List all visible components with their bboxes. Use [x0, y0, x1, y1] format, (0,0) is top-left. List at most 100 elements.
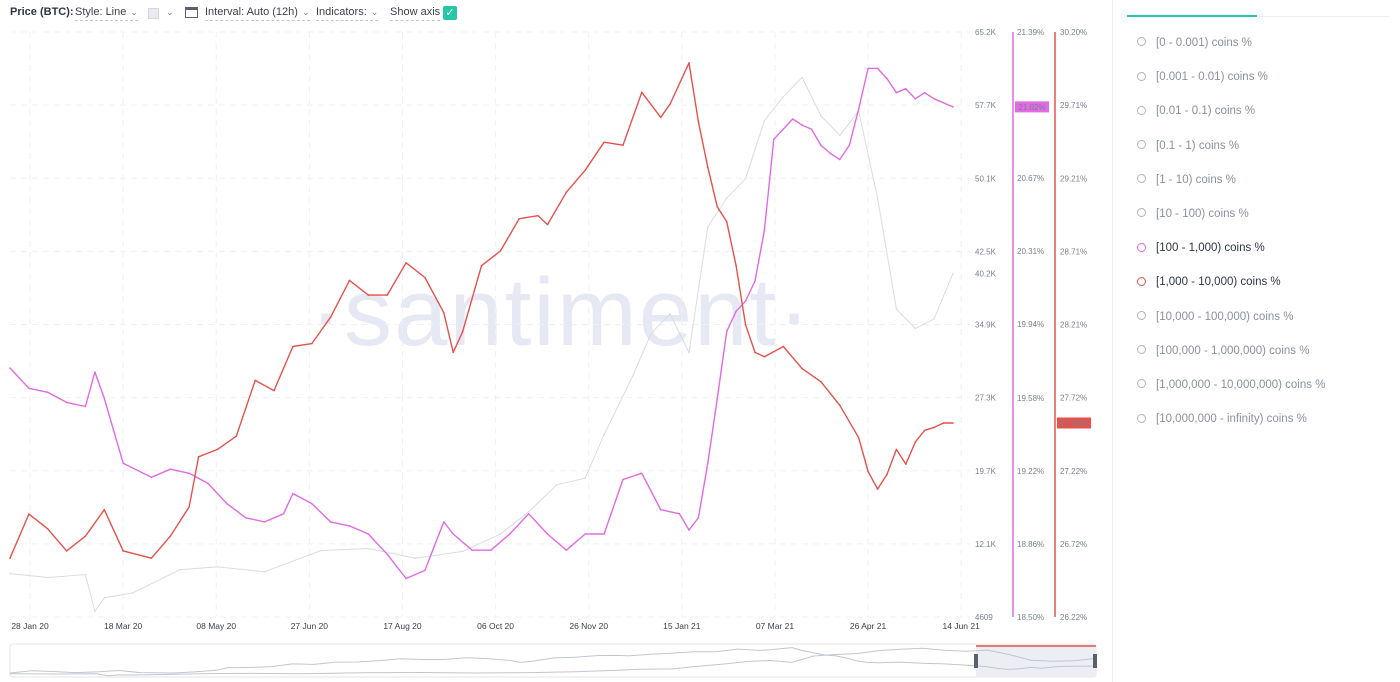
legend-item[interactable]: [1,000,000 - 10,000,000) coins %	[1137, 376, 1325, 394]
red-series-line-point	[952, 422, 954, 424]
circle-icon	[1137, 71, 1146, 81]
tab-absolute[interactable]: Absolute	[1259, 0, 1389, 17]
tab-percents[interactable]: Percents	[1127, 0, 1257, 17]
circle-icon	[1137, 413, 1146, 423]
x-tick-label: 07 Mar 21	[756, 621, 795, 631]
chart-canvas[interactable]: 28 Jan 20 18 Mar 20 08 May 20 27 Jun 20 17 A…	[0, 0, 1110, 682]
price-series-line-point	[216, 566, 219, 568]
red-series-line-point	[424, 276, 426, 279]
pink-series-line-point	[801, 124, 803, 126]
red-series-line-point	[744, 323, 747, 326]
price-series-line-point	[895, 308, 898, 310]
pink-series-line-point	[424, 569, 426, 572]
legend-item[interactable]: [10 - 100) coins %	[1137, 205, 1249, 223]
price-series-line-point	[461, 550, 464, 553]
navigator-price-line	[9, 647, 1097, 677]
red-tick-label: 26.72%	[1060, 540, 1087, 549]
pink-series-line-point	[263, 521, 266, 523]
red-series-line-point	[28, 513, 30, 515]
red-series-line-point	[329, 316, 332, 319]
interval-dropdown[interactable]: Interval: Auto (12h) ⌄	[205, 6, 310, 21]
pink-series-line-point	[150, 476, 153, 479]
pink-series-line-point	[848, 144, 851, 147]
legend-label: [1,000 - 10,000) coins %	[1156, 276, 1281, 289]
legend-item[interactable]: [0.1 - 1) coins %	[1137, 137, 1239, 155]
x-tick-label: 27 Jun 20	[291, 621, 329, 631]
red-series-line-point	[867, 470, 869, 473]
price-series-line-point	[367, 547, 370, 550]
pink-tick-label: 20.67%	[1017, 174, 1044, 183]
red-series-line-point	[65, 550, 68, 552]
pink-series-line-point	[188, 472, 190, 475]
pink-series-line-point	[452, 533, 455, 535]
red-series-line-point	[311, 342, 313, 345]
pink-series-line-point	[876, 67, 879, 70]
indicators-dropdown[interactable]: Indicators: ⌄	[316, 6, 379, 21]
pink-series-line-point	[65, 401, 68, 404]
pink-series-line-point	[857, 108, 860, 110]
legend-item[interactable]: [100,000 - 1,000,000) coins %	[1137, 342, 1309, 360]
circle-icon	[1137, 140, 1146, 150]
legend-label: [1 - 10) coins %	[1156, 173, 1236, 186]
style-dropdown[interactable]: Style: Line ⌄	[75, 6, 138, 21]
pink-current-label: 21.02%	[1018, 103, 1045, 112]
red-series-line-point	[923, 429, 926, 432]
price-series-line-point	[414, 557, 417, 559]
price-tick-label: 4609	[975, 613, 993, 622]
red-series-line-point	[405, 262, 407, 264]
price-current-label: 40.2K	[975, 269, 997, 278]
red-series-line-point	[216, 448, 219, 451]
legend-item[interactable]: [1 - 10) coins %	[1137, 171, 1236, 189]
red-series-line-point	[235, 435, 238, 438]
pink-series-line-point	[725, 330, 728, 333]
red-series-line-point	[584, 169, 586, 171]
x-tick-label: 18 Mar 20	[104, 621, 143, 631]
chevron-down-icon[interactable]: ⌄	[166, 7, 174, 17]
red-series-line-point	[735, 264, 737, 267]
red-series-line-point	[292, 345, 294, 348]
pink-series-line-point	[905, 87, 907, 90]
show-axis-checkbox[interactable]: ✓	[443, 6, 457, 20]
price-series-line-point	[876, 197, 879, 199]
legend-label: [1,000,000 - 10,000,000) coins %	[1156, 379, 1326, 391]
price-tick-label: 19.7K	[975, 467, 997, 476]
pink-series-line-point	[952, 106, 954, 108]
legend-item[interactable]: [0 - 0.001) coins %	[1137, 34, 1252, 52]
legend-item[interactable]: [0.001 - 0.01) coins %	[1137, 68, 1268, 86]
pink-series-line-point	[867, 67, 869, 70]
pink-tick-label: 19.22%	[1017, 467, 1044, 476]
red-series-line-point	[839, 404, 841, 407]
price-series-line-point	[763, 120, 766, 122]
pink-series-line-point	[744, 300, 747, 303]
legend-item[interactable]: [100 - 1,000) coins %	[1137, 239, 1265, 257]
red-tick-label: 29.71%	[1060, 101, 1087, 110]
show-axis-label[interactable]: Show axis	[390, 6, 441, 21]
pink-series-line-point	[546, 533, 549, 535]
red-series-line-point	[197, 456, 200, 458]
red-series-line-point	[659, 116, 662, 119]
price-series-line-point	[131, 592, 134, 594]
red-current-label: 27.54%	[1060, 419, 1087, 428]
pink-series-line-point	[659, 508, 662, 511]
pink-series-line-point	[490, 549, 492, 551]
price-series-line-point	[46, 576, 49, 579]
legend-item[interactable]: [10,000,000 - infinity) coins %	[1137, 410, 1307, 428]
red-series-line	[9, 62, 953, 559]
red-series-line-point	[348, 279, 351, 282]
price-series-line-point	[650, 332, 652, 335]
pink-series-line-point	[735, 310, 737, 313]
sidebar: Percents Absolute [0 - 0.001) coins % [0.…	[1112, 0, 1400, 682]
price-series-line-point	[84, 573, 87, 576]
red-tick-label: 28.21%	[1060, 321, 1087, 330]
pink-series-line-point	[641, 472, 643, 475]
circle-icon	[1137, 105, 1146, 115]
legend-item[interactable]: [0.01 - 0.1) coins %	[1137, 102, 1255, 120]
legend-item[interactable]: [10,000 - 100,000) coins %	[1137, 308, 1293, 326]
pink-series-line-point	[386, 553, 389, 555]
legend-item[interactable]: [1,000 - 10,000) coins %	[1137, 273, 1281, 291]
price-tick-label: 42.5K	[975, 247, 997, 256]
pink-series-line-point	[754, 280, 756, 282]
price-series-line-point	[782, 95, 785, 98]
indicators-label: Indicators:	[316, 6, 367, 18]
color-swatch-dropdown[interactable]	[148, 8, 159, 19]
